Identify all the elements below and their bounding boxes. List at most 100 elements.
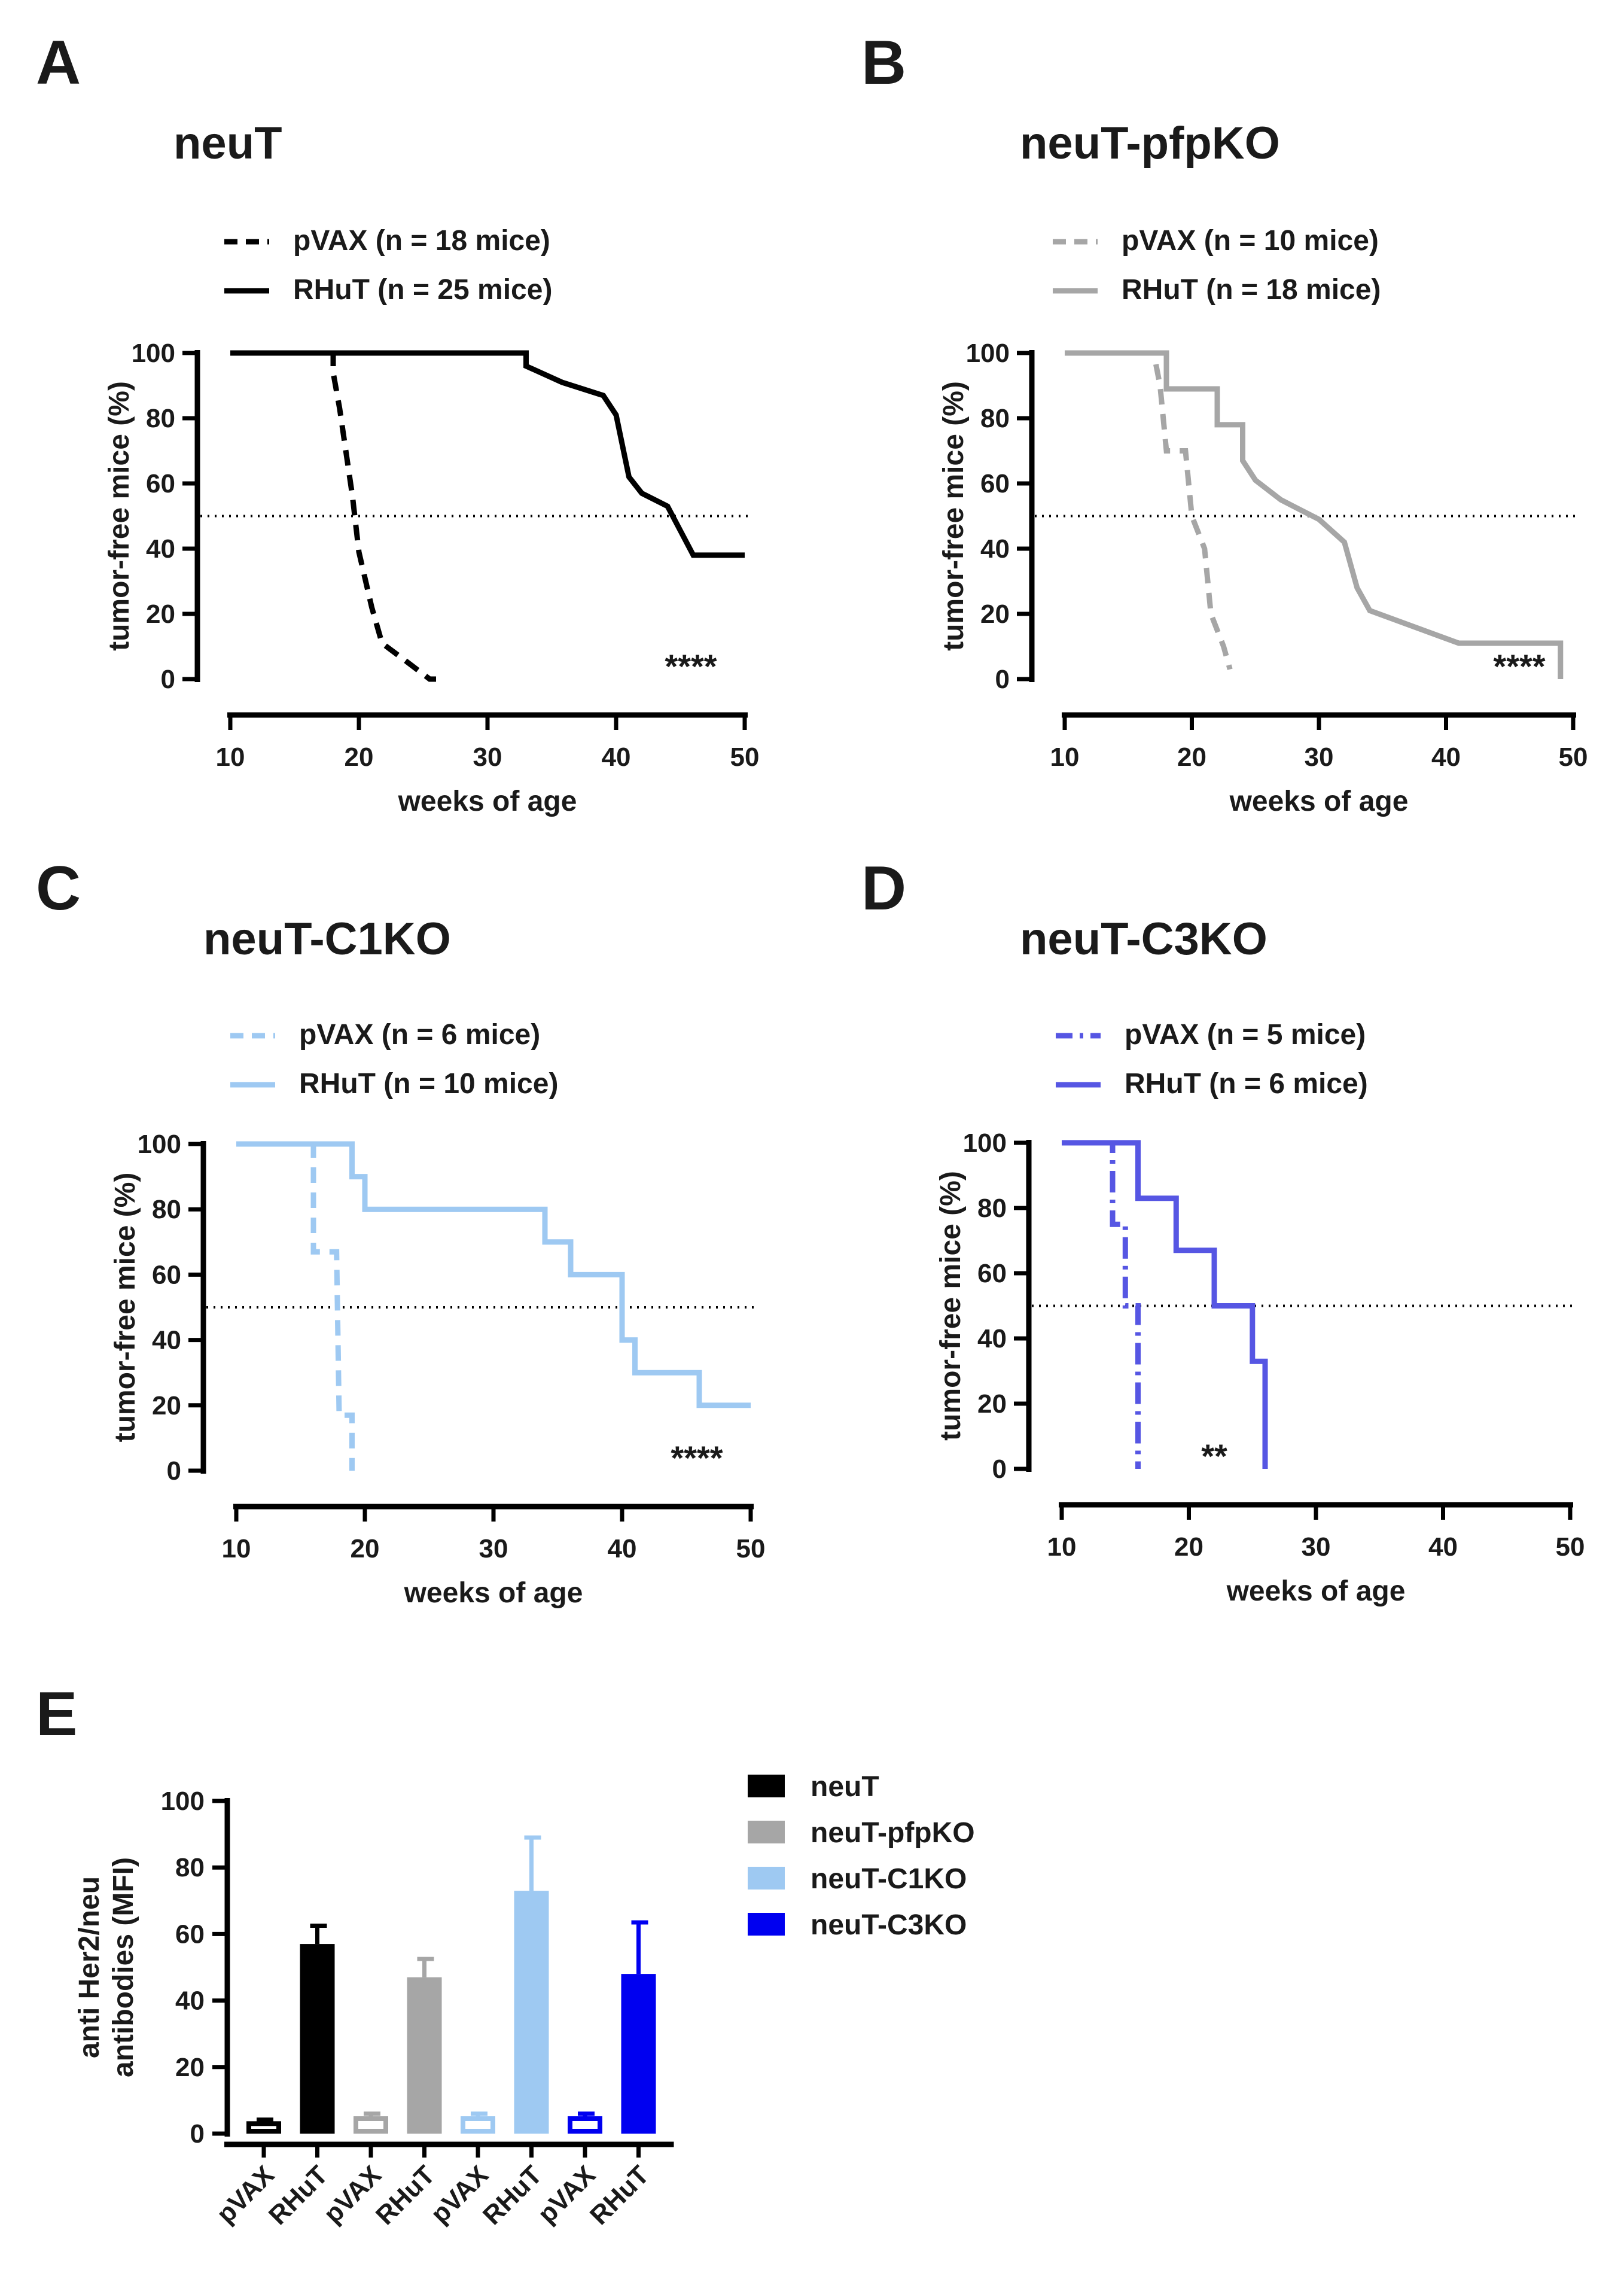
y-tick-label: 80 [146, 404, 175, 433]
y-tick-label: 0 [161, 665, 175, 694]
x-axis-label: weeks of age [1226, 1575, 1406, 1607]
bar [300, 1944, 335, 2134]
y-tick-label: 20 [152, 1391, 181, 1420]
x-tick-label: 50 [730, 743, 760, 772]
y-tick-label: 100 [161, 1787, 205, 1816]
x-tick-label: 20 [1174, 1532, 1203, 1562]
x-tick-label: 20 [345, 743, 374, 772]
legend-swatch [748, 1913, 785, 1936]
y-tick-label: 40 [175, 1986, 205, 2016]
x-tick-label: 10 [1050, 743, 1080, 772]
bar [514, 1891, 549, 2134]
series-line-pvax [1065, 350, 1233, 670]
x-tick-label: 40 [602, 743, 631, 772]
legend-swatch [748, 1821, 785, 1843]
y-tick-label: 40 [146, 534, 175, 564]
x-tick-label: RHuT [370, 2160, 441, 2231]
y-tick-label: 20 [980, 600, 1010, 629]
legend-entry: pVAX (n = 10 mice) [1122, 225, 1379, 257]
x-tick-label: pVAX [211, 2160, 280, 2229]
legend-entry: RHuT (n = 6 mice) [1125, 1068, 1368, 1100]
y-tick-label: 0 [167, 1456, 181, 1486]
x-tick-label: pVAX [532, 2160, 601, 2229]
legend-swatch [748, 1867, 785, 1890]
x-tick-label: 20 [1177, 743, 1206, 772]
y-tick-label: 60 [146, 469, 175, 498]
panel-label: A [36, 28, 81, 98]
y-tick-label: 20 [146, 600, 175, 629]
x-tick-label: pVAX [425, 2160, 494, 2229]
panel-label: C [36, 854, 81, 923]
bar [568, 2116, 602, 2134]
x-axis-label: weeks of age [404, 1577, 583, 1609]
significance-label: **** [665, 647, 717, 685]
x-tick-label: 30 [473, 743, 502, 772]
legend-entry: RHuT (n = 25 mice) [293, 274, 552, 306]
y-tick-label: 100 [966, 339, 1010, 368]
legend-entry: neuT-C1KO [811, 1863, 967, 1895]
bar [407, 1977, 442, 2134]
x-tick-label: 30 [1302, 1532, 1331, 1562]
x-tick-label: 40 [608, 1534, 637, 1563]
y-axis-label-line: antibodies (MFI) [108, 1857, 139, 2077]
y-tick-label: 40 [977, 1324, 1007, 1353]
y-tick-label: 80 [977, 1194, 1007, 1223]
y-axis-label-line: anti Her2/neu [74, 1876, 105, 2058]
x-tick-label: 10 [1047, 1532, 1077, 1562]
y-tick-label: 0 [190, 2119, 205, 2149]
bar [354, 2116, 388, 2134]
y-tick-label: 20 [175, 2053, 205, 2082]
panel-label: B [861, 28, 906, 98]
series-line-rhut [1062, 1140, 1268, 1469]
y-tick-label: 0 [992, 1455, 1007, 1484]
chart-title: neuT [173, 118, 282, 169]
y-axis-label: tumor-free mice (%) [938, 381, 970, 651]
x-tick-label: 40 [1431, 743, 1461, 772]
legend-entry: neuT-pfpKO [811, 1817, 975, 1849]
y-tick-label: 100 [138, 1130, 181, 1159]
bar [621, 1974, 656, 2134]
legend-entry: RHuT (n = 18 mice) [1122, 274, 1381, 306]
x-axis-label: weeks of age [1229, 786, 1409, 817]
x-tick-label: 50 [1556, 1532, 1585, 1562]
y-tick-label: 60 [980, 469, 1010, 498]
y-tick-label: 0 [995, 665, 1010, 694]
series-line-rhut [236, 1141, 751, 1408]
legend-entry: pVAX (n = 6 mice) [299, 1019, 540, 1051]
y-axis-label: tumor-free mice (%) [109, 1173, 141, 1443]
y-tick-label: 20 [977, 1389, 1007, 1419]
bar [461, 2116, 495, 2134]
x-tick-label: 20 [351, 1534, 380, 1563]
x-tick-label: 10 [222, 1534, 251, 1563]
panel-e: E 0 20 40 60 80 100 anti Her2/neuantibodies (MF… [36, 1679, 975, 2231]
series-line-rhut [1065, 350, 1564, 679]
series-line-pvax [1062, 1140, 1141, 1469]
legend-entry: pVAX (n = 5 mice) [1125, 1019, 1366, 1051]
significance-label: ** [1201, 1437, 1227, 1475]
significance-label: **** [1493, 647, 1545, 685]
legend-entry: neuT [811, 1771, 879, 1803]
x-tick-label: pVAX [318, 2160, 387, 2229]
y-tick-label: 100 [963, 1128, 1007, 1158]
y-tick-label: 80 [980, 404, 1010, 433]
legend-entry: pVAX (n = 18 mice) [293, 225, 550, 257]
significance-label: **** [671, 1439, 723, 1477]
x-tick-label: RHuT [584, 2160, 655, 2231]
chart-title: neuT-C1KO [203, 914, 451, 964]
y-tick-label: 40 [980, 534, 1010, 564]
x-tick-label: 40 [1428, 1532, 1458, 1562]
y-axis-label: tumor-free mice (%) [935, 1171, 967, 1441]
y-tick-label: 80 [152, 1195, 181, 1224]
series-line-rhut [230, 350, 745, 558]
legend-entry: RHuT (n = 10 mice) [299, 1068, 558, 1100]
panel-label: D [861, 854, 906, 923]
y-tick-label: 60 [152, 1260, 181, 1289]
y-tick-label: 80 [175, 1853, 205, 1882]
panel-label: E [36, 1679, 77, 1749]
chart-title: neuT-pfpKO [1020, 118, 1280, 169]
